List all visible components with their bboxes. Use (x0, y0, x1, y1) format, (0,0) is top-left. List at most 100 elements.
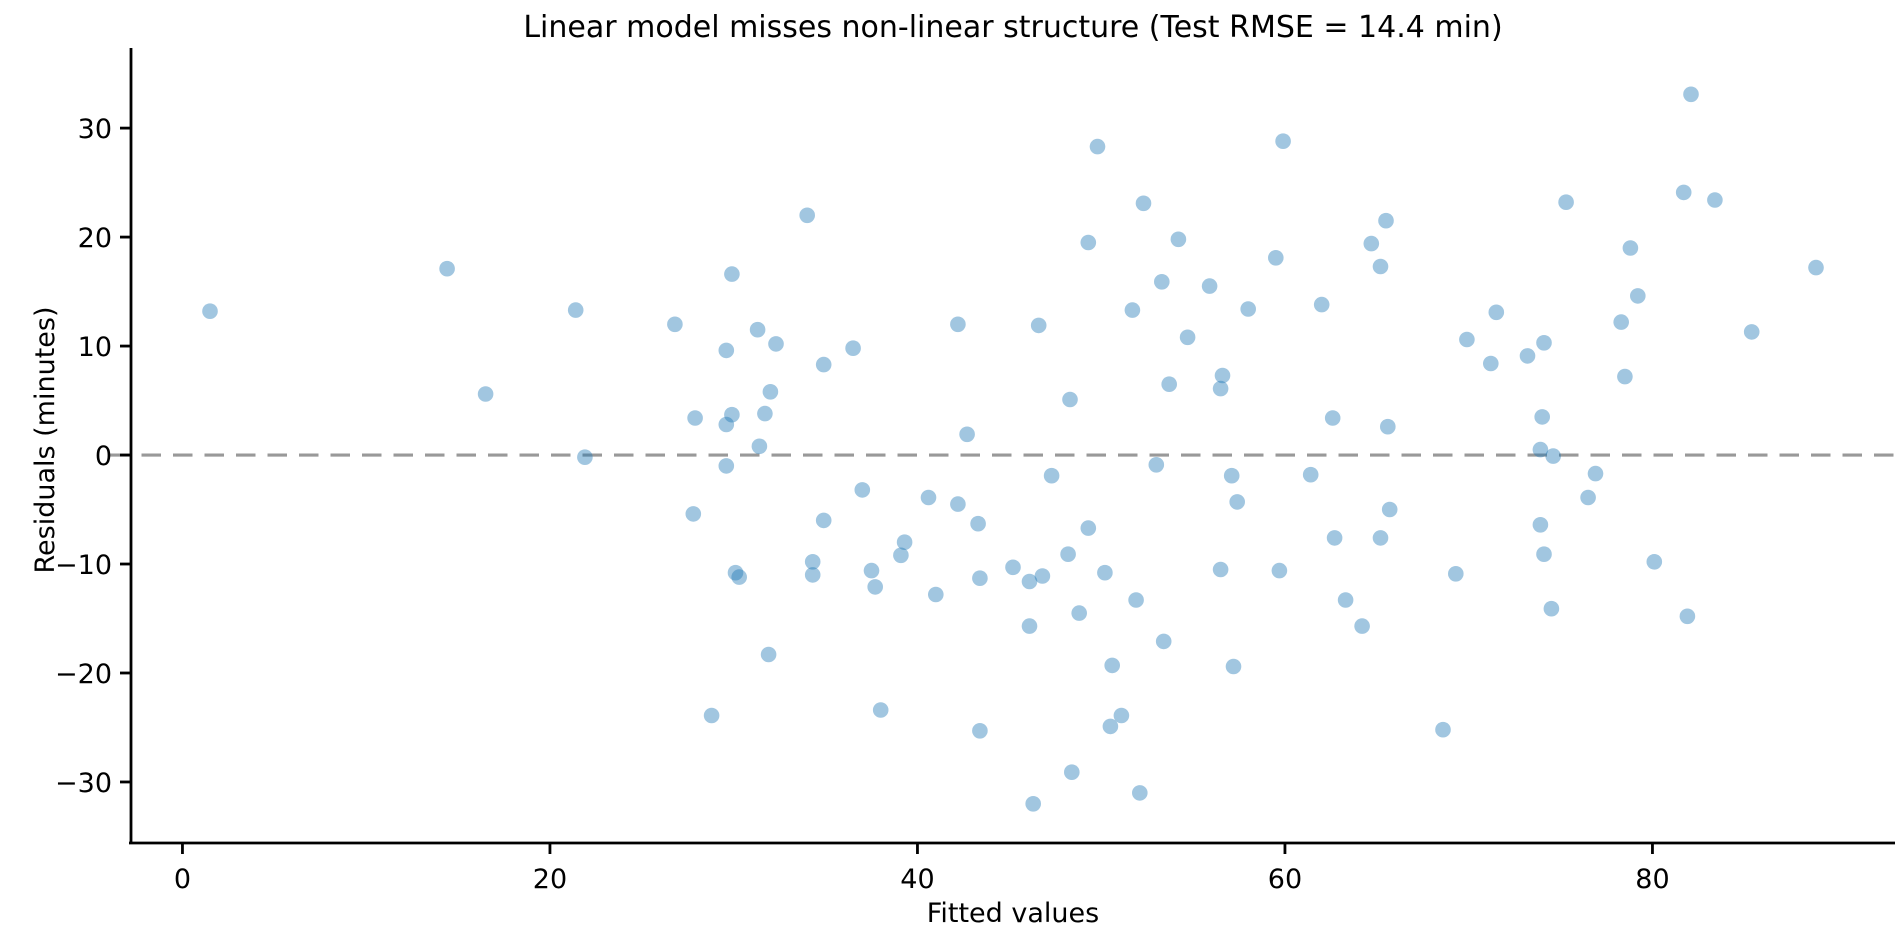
scatter-point (1154, 274, 1170, 290)
scatter-point (1354, 618, 1370, 634)
scatter-point (1104, 657, 1120, 674)
scatter-point (1034, 568, 1051, 584)
scatter-point (928, 586, 944, 603)
scatter-point (1021, 573, 1038, 590)
scatter-point (1378, 212, 1394, 229)
scatter-point (1743, 324, 1760, 340)
scatter-point (1132, 785, 1148, 801)
scatter-point (896, 534, 913, 550)
scatter-point (757, 405, 773, 422)
y-tick-label: 30 (78, 114, 112, 145)
scatter-point (854, 482, 871, 498)
scatter-point (1679, 608, 1696, 625)
scatter-point (1179, 329, 1196, 346)
y-tick-label: −10 (55, 550, 112, 581)
scatter-point (667, 316, 683, 333)
scatter-point (760, 646, 777, 663)
scatter-point (1617, 368, 1633, 385)
scatter-point (799, 207, 815, 224)
scatter-point (718, 416, 735, 433)
scatter-point (724, 406, 740, 423)
scatter-point (1212, 380, 1229, 397)
scatter-point (439, 260, 455, 277)
scatter-point (1005, 559, 1021, 576)
scatter-point (950, 316, 966, 333)
scatter-point (1313, 296, 1330, 313)
scatter-point (685, 506, 702, 522)
scatter-point (1043, 467, 1060, 484)
scatter-point (1170, 231, 1187, 248)
scatter-point (1148, 457, 1165, 473)
scatter-point (1080, 520, 1097, 536)
scatter-point (1161, 376, 1177, 393)
scatter-point (1071, 605, 1087, 621)
scatter-point (815, 512, 832, 529)
scatter-point (1302, 466, 1319, 483)
y-tick-label: −30 (55, 768, 112, 799)
scatter-point (1448, 566, 1464, 582)
scatter-point (920, 489, 937, 506)
scatter-point (1380, 418, 1396, 435)
scatter-point (1558, 194, 1574, 210)
scatter-point (1229, 494, 1245, 510)
scatter-point (1275, 133, 1291, 149)
scatter-point (1630, 288, 1646, 304)
scatter-point (1155, 633, 1172, 650)
scatter-point (970, 515, 986, 532)
scatter-point (863, 562, 880, 579)
scatter-point (1580, 489, 1596, 506)
scatter-point (202, 303, 218, 320)
scatter-point (1683, 86, 1699, 103)
x-tick-label: 40 (900, 864, 934, 895)
scatter-point (1545, 448, 1561, 464)
scatter-point (762, 384, 779, 400)
scatter-point (1363, 235, 1380, 252)
scatter-point (804, 567, 821, 583)
y-tick-label: 10 (78, 332, 112, 363)
x-tick-label: 0 (174, 864, 191, 895)
scatter-point (1381, 501, 1398, 518)
scatter-point (703, 707, 720, 724)
scatter-point (1223, 467, 1240, 484)
scatter-point (751, 438, 768, 455)
scatter-point (1543, 600, 1560, 617)
y-axis-label-text: Residuals (minutes) (30, 306, 61, 574)
scatter-point (577, 449, 593, 466)
scatter-point (1268, 249, 1284, 266)
scatter-point (1459, 331, 1475, 348)
scatter-point (1372, 530, 1389, 546)
scatter-point (768, 336, 784, 352)
chart-title: Linear model misses non-linear structure… (523, 10, 1503, 45)
scatter-point (1519, 348, 1536, 364)
scatter-point (1707, 192, 1723, 208)
scatter-point (727, 564, 744, 581)
scatter-point (749, 321, 766, 338)
scatter-point (1201, 278, 1218, 294)
scatter-point (1488, 304, 1505, 321)
scatter-point (1622, 240, 1639, 256)
scatter-point (1212, 561, 1229, 578)
scatter-point (1128, 592, 1144, 608)
scatter-point (567, 302, 584, 318)
scatter-point (1536, 335, 1552, 351)
y-tick-label: 20 (78, 223, 112, 254)
scatter-point (1324, 410, 1341, 426)
scatter-point (1435, 721, 1451, 738)
scatter-point (872, 702, 889, 718)
x-tick-label: 20 (533, 864, 567, 895)
scatter-point (815, 356, 832, 373)
x-tick-label: 60 (1268, 864, 1302, 895)
scatter-point (1097, 564, 1113, 581)
scatter-point (718, 458, 735, 474)
scatter-point (950, 496, 966, 512)
scatter-point (972, 570, 988, 586)
scatter-point (1240, 301, 1256, 317)
scatter-point (687, 410, 703, 426)
scatter-point (1064, 764, 1080, 780)
scatter-point (1532, 517, 1549, 533)
scatter-point (1135, 195, 1152, 212)
scatter-point (893, 547, 909, 564)
scatter-point (1124, 302, 1141, 318)
